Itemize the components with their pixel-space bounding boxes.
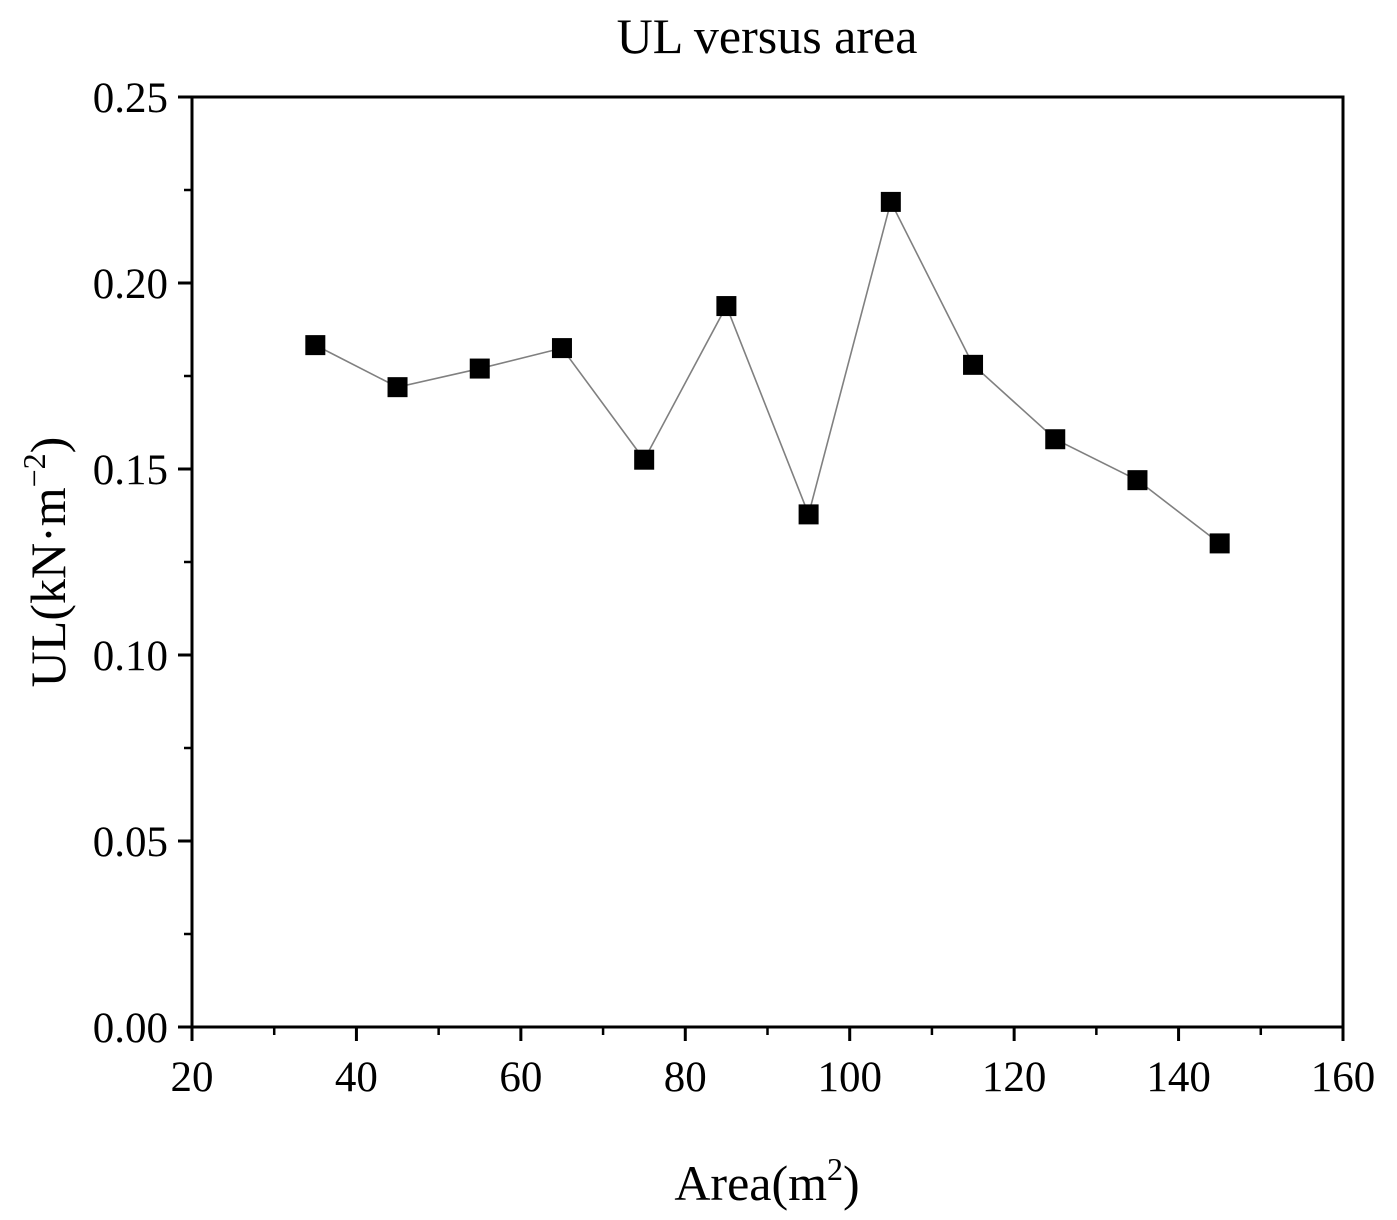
y-tick-label: 0.15 [93,447,168,494]
tick-labels: 20 40 60 80 100 120 140 160 0.00 0.05 0.10 0.15 0.20… [93,75,1376,1101]
x-tick-label: 20 [171,1054,214,1101]
y-tick-label: 0.00 [93,1005,168,1052]
y-tick-label: 0.10 [93,633,168,680]
data-point-marker [1045,429,1066,450]
axis-ticks [178,95,1345,1041]
x-tick-label: 60 [499,1054,542,1101]
data-point-marker [634,449,655,470]
x-tick-label: 140 [1146,1054,1211,1101]
data-point-marker [716,296,737,317]
y-axis-label: UL(kN·m−2) [16,437,76,688]
plot-frame [190,95,1345,1029]
data-point-marker [798,504,819,525]
data-point-marker [1209,533,1230,554]
data-point-marker [469,358,490,379]
data-point-marker [880,191,901,212]
chart-title: UL versus area [617,8,918,64]
x-tick-label: 80 [664,1054,707,1101]
x-tick-label: 160 [1311,1054,1376,1101]
x-axis-label: Area(m2) [674,1151,859,1211]
data-point-marker [387,377,408,398]
x-tick-label: 120 [982,1054,1047,1101]
y-tick-label: 0.20 [93,261,168,308]
series-line [314,199,1221,545]
x-tick-label: 40 [335,1054,378,1101]
data-point-marker [305,335,326,356]
y-tick-label: 0.25 [93,75,168,122]
x-tick-label: 100 [817,1054,882,1101]
data-point-marker [1127,470,1148,491]
y-tick-label: 0.05 [93,819,168,866]
data-point-marker [963,354,984,375]
data-point-marker [551,338,572,359]
data-markers [305,191,1230,554]
